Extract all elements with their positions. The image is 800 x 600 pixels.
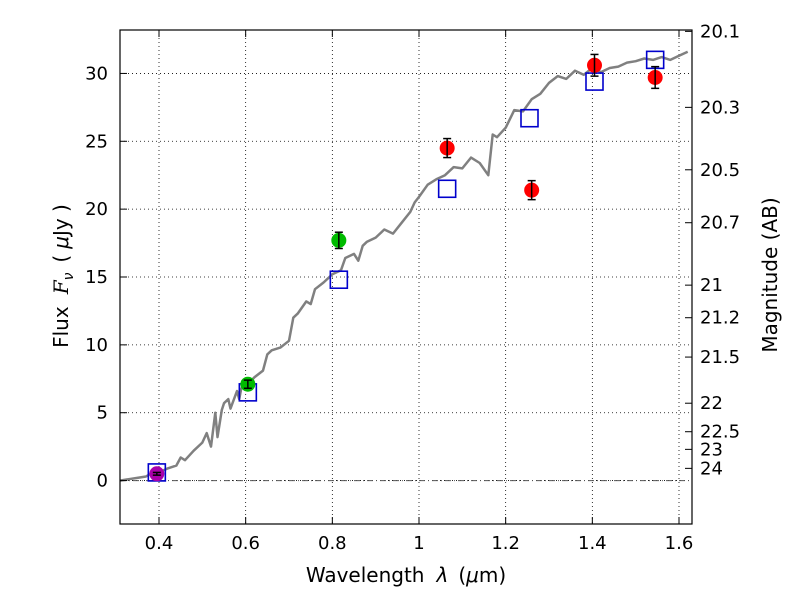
model-point-square [437,179,457,199]
grid-layer [120,30,692,524]
y-tick-label: 0 [97,471,108,492]
y2-tick-label: 22 [700,393,723,414]
plot-frame [119,29,693,525]
x-tick-label: 1.4 [578,533,607,554]
y-tick-label: 25 [85,131,108,152]
x-tick-label: 1 [413,533,424,554]
x-tick-label: 0.4 [145,533,174,554]
y2-tick-label: 23 [700,439,723,460]
y-tick-label: 10 [85,335,108,356]
tick-layer: 0.4 0.6 0.8 1 1.2 1.4 1.6 0 5 10 15 20 25 30 20.1 20.3 2… [85,21,740,554]
y-tick-label: 5 [97,403,108,424]
x-axis-label: Wavelength λ (μm) [306,563,506,587]
y2-tick-label: 21 [700,275,723,296]
x-tick-label: 0.8 [318,533,347,554]
x-tick-label: 0.6 [231,533,260,554]
y2-tick-label: 20.7 [700,213,740,234]
spectrum-line [119,50,689,482]
y2-tick-label: 20.1 [700,21,740,42]
y2-tick-label: 20.3 [700,97,740,118]
y-tick-label: 15 [85,267,108,288]
x-tick-label: 1.6 [665,533,694,554]
y-tick-label: 20 [85,199,108,220]
y-axis-label: FluxFν(μJy ) [49,204,77,348]
y-tick-label: 30 [85,63,108,84]
y2-tick-label: 21.2 [700,308,740,329]
model-point-square [329,270,349,290]
plot-layer [119,50,692,482]
y2-axis-label: Magnitude (AB) [758,197,782,352]
y2-tick-label: 24 [700,458,723,479]
y2-tick-label: 20.5 [700,160,740,181]
y2-tick-label: 22.5 [700,422,740,443]
x-tick-label: 1.2 [491,533,520,554]
y2-tick-label: 21.5 [700,347,740,368]
model-point-square [520,108,539,128]
